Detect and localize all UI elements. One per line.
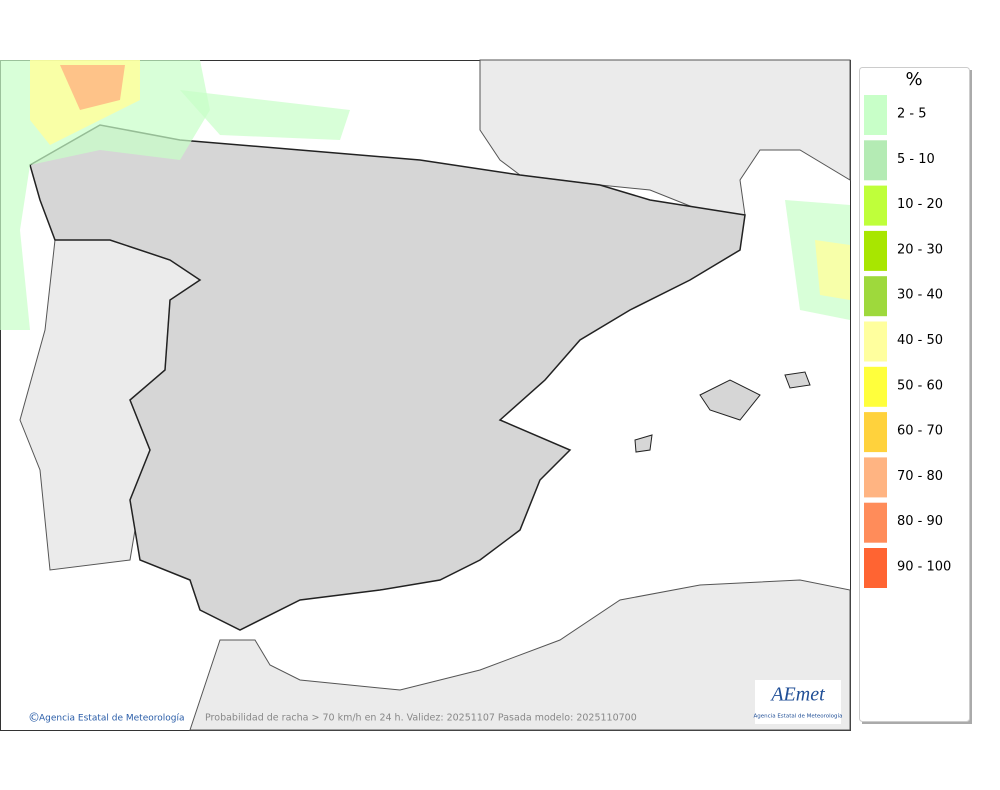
legend-label: 90 - 100: [897, 560, 951, 575]
spain: [29, 124, 746, 631]
ibiza: [634, 434, 653, 453]
logo: AEmet: [769, 684, 825, 706]
legend-swatch: [864, 502, 887, 543]
legend-label: 70 - 80: [897, 469, 943, 484]
logo-box: [755, 680, 841, 724]
caption: Probabilidad de racha > 70 km/h en 24 h.…: [205, 713, 637, 724]
legend-swatch: [864, 412, 887, 453]
legend-label: 20 - 30: [897, 242, 943, 257]
africa: [189, 579, 851, 731]
probability-area: [60, 65, 125, 110]
legend-swatch: [864, 140, 887, 181]
legend-label: 40 - 50: [897, 333, 943, 348]
legend-label: 80 - 90: [897, 514, 943, 529]
legend-title: %: [905, 69, 922, 90]
legend-swatch: [864, 230, 887, 271]
probability-area: [180, 90, 350, 140]
legend-label: 2 - 5: [897, 107, 927, 122]
credit: Agencia Estatal de Meteorología: [39, 714, 185, 724]
mallorca: [699, 379, 761, 421]
legend: % 2 - 5 5 - 10 10 - 20 20 - 30 30 - 40 40 - 5…: [859, 67, 972, 724]
map: © Agencia Estatal de Meteorología Probab…: [0, 59, 851, 731]
probability-area: [815, 240, 850, 300]
legend-swatch: [864, 276, 887, 317]
legend-swatch: [864, 457, 887, 498]
copyright-icon: ©: [28, 711, 40, 725]
legend-swatch: [864, 321, 887, 362]
legend-label: 10 - 20: [897, 197, 943, 212]
legend-swatch: [864, 548, 887, 588]
menorca: [784, 371, 811, 389]
legend-label: 50 - 60: [897, 378, 943, 393]
legend-label: 30 - 40: [897, 288, 943, 303]
legend-label: 5 - 10: [897, 152, 935, 167]
legend-swatch: [864, 366, 887, 407]
logo-subtitle: Agencia Estatal de Meteorología: [754, 713, 843, 720]
legend-swatch: [864, 95, 887, 135]
legend-swatch: [864, 185, 887, 226]
legend-label: 60 - 70: [897, 424, 943, 439]
